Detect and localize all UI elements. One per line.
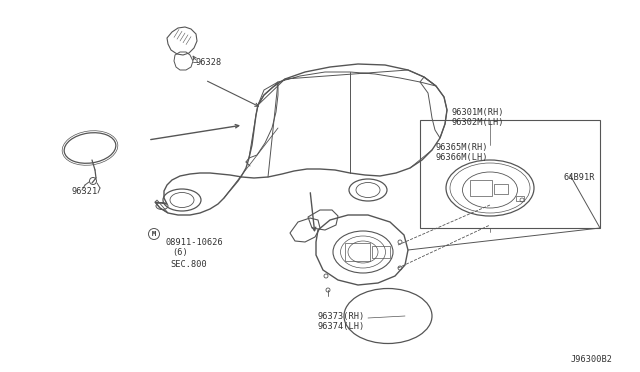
Text: 96321: 96321 bbox=[72, 187, 99, 196]
Text: 96374(LH): 96374(LH) bbox=[318, 322, 365, 331]
Bar bbox=[372, 246, 390, 258]
Bar bbox=[420, 120, 600, 228]
Bar bbox=[516, 196, 524, 201]
Text: 64B91R: 64B91R bbox=[564, 173, 595, 182]
Text: 96302M(LH): 96302M(LH) bbox=[451, 118, 504, 127]
Text: 96328: 96328 bbox=[196, 58, 222, 67]
Text: 96301M(RH): 96301M(RH) bbox=[451, 108, 504, 117]
Text: M: M bbox=[152, 231, 156, 237]
Text: 96366M(LH): 96366M(LH) bbox=[436, 153, 488, 162]
Bar bbox=[345, 243, 370, 261]
Bar bbox=[470, 180, 492, 196]
Text: (6): (6) bbox=[172, 248, 188, 257]
Text: SEC.800: SEC.800 bbox=[170, 260, 207, 269]
Text: 08911-10626: 08911-10626 bbox=[165, 238, 223, 247]
Text: 96373(RH): 96373(RH) bbox=[318, 312, 365, 321]
Text: 96365M(RH): 96365M(RH) bbox=[436, 143, 488, 152]
Text: J96300B2: J96300B2 bbox=[571, 355, 613, 364]
Bar bbox=[494, 184, 508, 194]
